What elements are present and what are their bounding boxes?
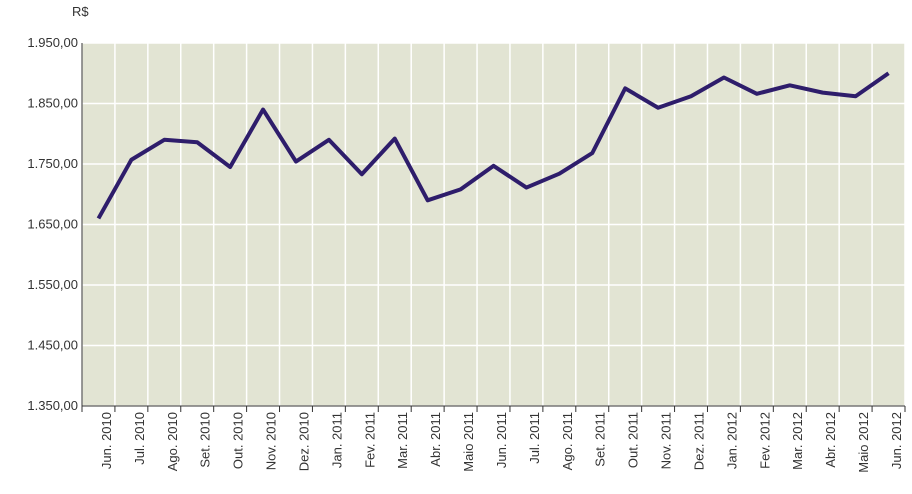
x-tick-label: Maio 2012 bbox=[856, 412, 871, 473]
x-tick-label: Fev. 2011 bbox=[362, 412, 377, 468]
x-tick-label: Mar. 2012 bbox=[790, 412, 805, 470]
x-tick-label: Nov. 2010 bbox=[264, 412, 279, 470]
x-tick-label: Maio 2011 bbox=[461, 412, 476, 472]
x-tick-label: Fev. 2012 bbox=[757, 412, 772, 469]
x-tick-label: Nov. 2011 bbox=[659, 412, 674, 469]
y-unit: R$ bbox=[72, 4, 89, 19]
x-tick-label: Abr. 2012 bbox=[823, 412, 838, 468]
x-tick-label: Jun. 2011 bbox=[494, 412, 509, 468]
x-tick-label: Jul. 2011 bbox=[527, 412, 542, 464]
y-tick-label: 1.650,00 bbox=[27, 217, 78, 232]
x-tick-label: Set. 2010 bbox=[198, 412, 213, 468]
x-tick-label: Jan. 2011 bbox=[329, 412, 344, 468]
y-tick-label: 1.950,00 bbox=[27, 35, 78, 50]
series-line bbox=[96, 71, 890, 220]
x-tick-label: Mar. 2011 bbox=[395, 412, 410, 469]
y-tick-label: 1.850,00 bbox=[27, 96, 78, 111]
x-tick-label: Out. 2010 bbox=[231, 412, 246, 469]
x-tick-label: Jul. 2010 bbox=[132, 412, 147, 465]
x-tick-label: Dez. 2011 bbox=[691, 412, 706, 470]
x-tick-label: Abr. 2011 bbox=[428, 412, 443, 467]
x-tick-label: Jun. 2012 bbox=[889, 412, 904, 469]
x-tick-label: Dez. 2010 bbox=[296, 412, 311, 471]
y-tick-label: 1.350,00 bbox=[27, 398, 78, 413]
x-tick-label: Ago. 2011 bbox=[560, 412, 575, 470]
x-tick-label: Out. 2011 bbox=[626, 412, 641, 468]
x-tick-label: Ago. 2010 bbox=[165, 412, 180, 471]
x-tick-label: Jun. 2010 bbox=[99, 412, 114, 469]
x-tick-label: Set. 2011 bbox=[593, 412, 608, 467]
y-tick-label: 1.750,00 bbox=[27, 156, 78, 171]
y-tick-label: 1.450,00 bbox=[27, 338, 78, 353]
y-tick-label: 1.550,00 bbox=[27, 277, 78, 292]
x-tick-label: Jan. 2012 bbox=[724, 412, 739, 469]
